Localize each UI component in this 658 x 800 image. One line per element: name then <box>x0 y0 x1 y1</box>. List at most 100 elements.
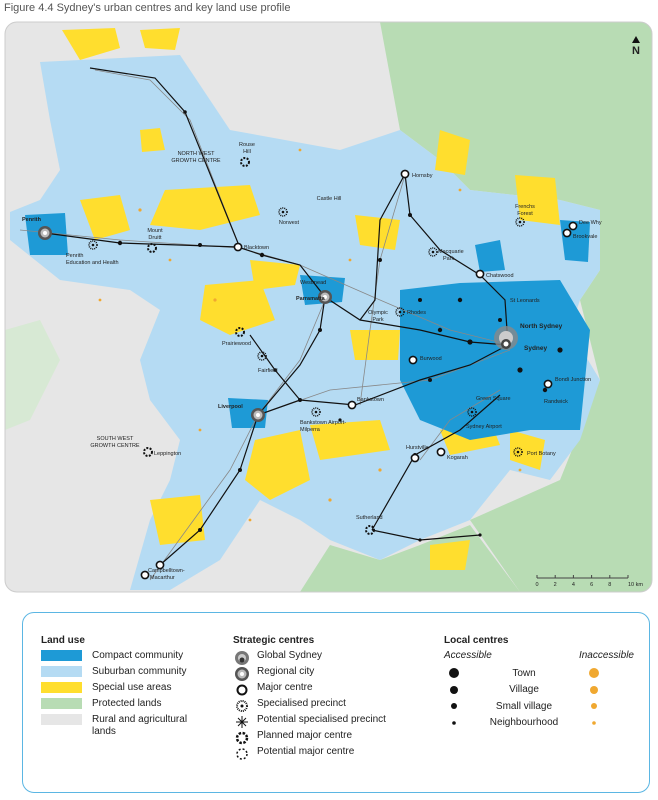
global-sydney-marker <box>494 326 518 350</box>
legend-title: Strategic centres <box>233 635 315 646</box>
legend-item: Global Sydney <box>233 650 386 666</box>
legend-label: Planned major centre <box>257 730 353 741</box>
legend-label: Global Sydney <box>257 650 323 661</box>
land-use-legend: Land use Compact community Suburban commu… <box>41 635 212 738</box>
legend-icon <box>235 667 249 681</box>
dot <box>450 685 458 694</box>
place-label: Kogarah <box>447 455 468 461</box>
legend-swatch <box>41 666 82 677</box>
legend-dot <box>451 703 457 710</box>
legend-label: Potential specialised precinct <box>257 714 386 725</box>
scale-bar: 0 2 4 6 8 10 km <box>535 575 643 588</box>
place-label: Hurstville <box>406 445 429 451</box>
place-label: Bondi Junction <box>555 377 591 383</box>
scale-label: 8 <box>608 582 611 588</box>
legend-label: Special use areas <box>92 682 172 693</box>
major-centre-marker <box>347 400 357 410</box>
dot <box>449 668 459 679</box>
local-centres-legend: Local centres Accessible Inaccessible To… <box>444 635 634 731</box>
legend-item: Village <box>444 682 634 699</box>
legend-label: Potential major centre <box>257 746 355 757</box>
legend-icon <box>235 731 249 745</box>
legend-label: Rural and agricultural lands <box>92 714 188 737</box>
major-centre-marker <box>410 453 420 463</box>
major-centre-marker <box>543 379 553 389</box>
legend-dot-cell <box>584 684 604 696</box>
place-label: Castle Hill <box>317 196 342 202</box>
major-centre-marker <box>436 447 446 457</box>
map: Rouse Hill NORTH WEST GROWTH CENTRE Cast… <box>4 21 653 593</box>
accessible-label: Accessible <box>444 650 492 661</box>
scale-label: 4 <box>572 582 575 588</box>
place-label: Chatswood <box>486 273 514 279</box>
legend-label: Village <box>509 684 539 696</box>
legend-dot-cell <box>584 717 604 729</box>
legend-icon <box>235 651 249 665</box>
inaccessible-centres <box>98 148 522 522</box>
map-frame <box>4 21 653 593</box>
place-label: Penrith <box>66 253 83 259</box>
dot <box>589 668 599 679</box>
legend-dot <box>590 685 598 694</box>
suburban-community <box>10 55 600 590</box>
legend-dot <box>591 703 597 710</box>
place-label: Bankstown <box>357 397 384 403</box>
legend-icon <box>236 684 248 696</box>
legend-dot-cell <box>444 667 464 679</box>
strategic-centres <box>38 157 578 580</box>
legend-icon <box>236 700 248 712</box>
dot <box>591 703 597 710</box>
place-label: Park <box>372 317 384 323</box>
place-label: GROWTH CENTRE <box>90 443 140 449</box>
legend-dot <box>589 668 599 679</box>
legend-label: Small village <box>495 700 553 712</box>
place-label: Blacktown <box>244 245 269 251</box>
place-label: Liverpool <box>218 404 243 410</box>
legend-item: Potential major centre <box>233 746 386 762</box>
place-label: Campbelltown- <box>148 568 185 574</box>
legend-swatch <box>41 698 82 709</box>
legend-item: Suburban community <box>41 666 212 682</box>
place-label: Dee Why <box>579 220 602 226</box>
legend-icon <box>236 748 248 760</box>
place-label: Druitt <box>148 235 162 241</box>
place-label: Bankstown Airport- <box>300 420 346 426</box>
inaccessible-label: Inaccessible <box>578 650 634 661</box>
legend-dot-cell <box>444 700 464 712</box>
place-label: Forest <box>517 211 533 217</box>
place-label: NORTH WEST <box>178 151 216 157</box>
local-header: Accessible Inaccessible <box>444 650 634 661</box>
place-label: Frenchs <box>515 204 535 210</box>
place-label: Port Botany <box>527 451 556 457</box>
major-centre-marker <box>562 228 572 238</box>
legend-item: Potential specialised precinct <box>233 714 386 730</box>
major-centre-marker <box>475 269 485 279</box>
place-label: Norwest <box>279 220 300 226</box>
place-labels: Rouse Hill NORTH WEST GROWTH CENTRE Cast… <box>22 142 602 581</box>
legend-label: Compact community <box>92 650 184 661</box>
place-label: Hornsby <box>412 173 433 179</box>
legend-item: Regional city <box>233 666 386 682</box>
place-label: Education and Health <box>66 260 119 266</box>
legend-label: Regional city <box>257 666 315 677</box>
legend-item: Planned major centre <box>233 730 386 746</box>
special-use-areas <box>62 28 560 570</box>
legend-dot-cell <box>444 717 464 729</box>
local-centres <box>117 110 563 542</box>
north-label: N <box>632 45 640 57</box>
legend-label: Suburban community <box>92 666 187 677</box>
place-label: Milperra <box>300 427 321 433</box>
dot <box>592 720 596 725</box>
place-label: Prairiewood <box>222 341 251 347</box>
place-label: Westmead <box>300 280 326 286</box>
legend-item: Neighbourhood <box>444 715 634 732</box>
dot <box>590 685 598 694</box>
dot <box>451 703 457 710</box>
place-label: Sutherland <box>356 515 383 521</box>
place-label: Rhodes <box>407 310 426 316</box>
legend-icon <box>236 716 248 728</box>
place-label: Olympic <box>368 310 388 316</box>
legend-label: Protected lands <box>92 698 162 709</box>
legend-item: Specialised precinct <box>233 698 386 714</box>
scale-label: 6 <box>590 582 593 588</box>
